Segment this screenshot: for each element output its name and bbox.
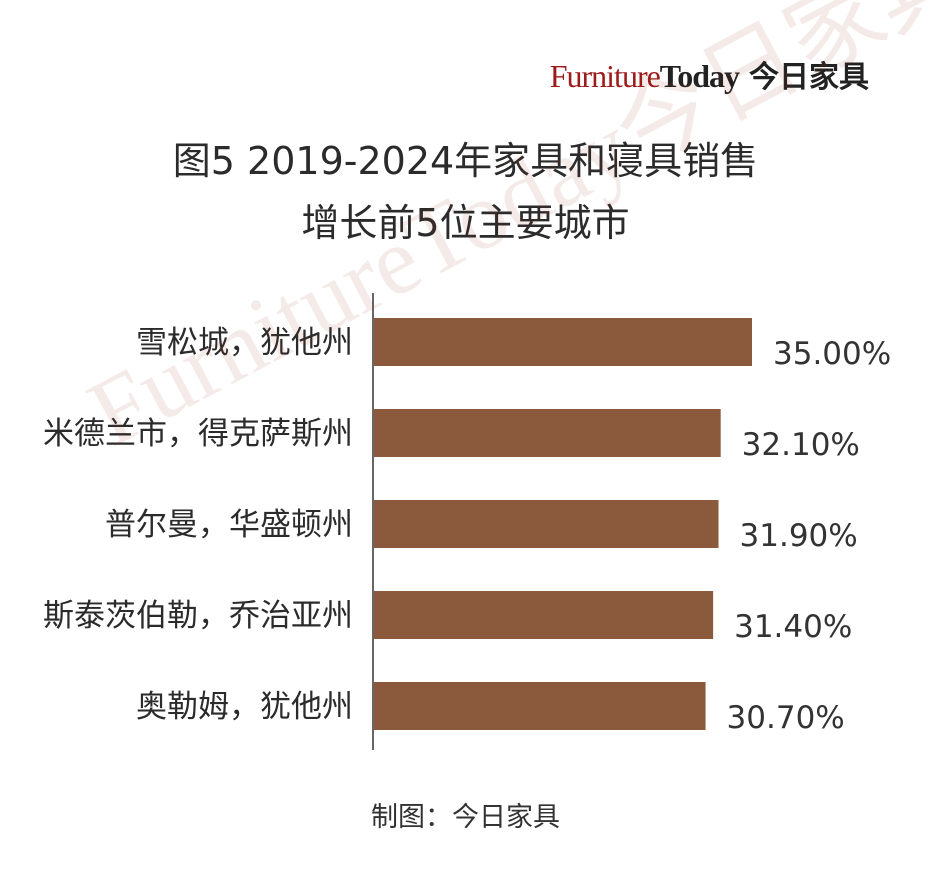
bar-3	[374, 591, 714, 639]
source-note: 制图：今日家具	[371, 802, 560, 833]
bar-4	[374, 682, 706, 730]
category-label-1: 米德兰市，得克萨斯州	[43, 416, 353, 452]
value-label-3: 31.40%	[734, 609, 852, 645]
bar-2	[374, 500, 719, 548]
value-label-4: 30.70%	[727, 700, 845, 736]
bar-0	[374, 318, 752, 366]
value-label-2: 31.90%	[740, 518, 858, 554]
logo-text-furniture: Furniture	[549, 58, 661, 94]
brand-logo: Furniture Today 今日家具	[550, 52, 869, 96]
chart-title: 图5 2019-2024年家具和寝具销售	[172, 139, 759, 183]
category-label-0: 雪松城，犹他州	[136, 325, 353, 361]
category-label-4: 奥勒姆，犹他州	[136, 689, 353, 725]
logo-text-cn: 今日家具	[749, 60, 869, 95]
bar-1	[374, 409, 721, 457]
value-label-0: 35.00%	[773, 336, 891, 372]
category-label-3: 斯泰茨伯勒，乔治亚州	[43, 598, 353, 634]
value-label-1: 32.10%	[742, 427, 860, 463]
category-label-2: 普尔曼，华盛顿州	[105, 507, 353, 543]
logo-text-today: Today	[659, 58, 740, 94]
chart-subtitle: 增长前5位主要城市	[301, 201, 630, 245]
chart-titles: 图5 2019-2024年家具和寝具销售 增长前5位主要城市	[0, 130, 931, 254]
